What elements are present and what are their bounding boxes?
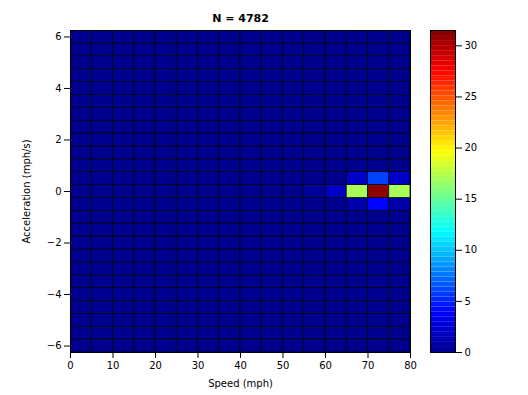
svg-text:−2: −2	[47, 237, 62, 248]
svg-text:4: 4	[55, 83, 61, 94]
svg-text:6: 6	[55, 31, 61, 42]
svg-text:60: 60	[319, 360, 332, 371]
svg-text:0: 0	[55, 186, 61, 197]
svg-text:0: 0	[465, 347, 471, 358]
svg-text:30: 30	[192, 360, 205, 371]
svg-text:15: 15	[465, 193, 478, 204]
svg-text:20: 20	[465, 142, 478, 153]
svg-text:N = 4782: N = 4782	[212, 12, 269, 25]
svg-text:20: 20	[149, 360, 162, 371]
svg-text:−6: −6	[47, 340, 62, 351]
svg-text:10: 10	[107, 360, 120, 371]
svg-text:80: 80	[404, 360, 417, 371]
svg-text:70: 70	[362, 360, 375, 371]
svg-text:5: 5	[465, 296, 471, 307]
svg-text:Acceleration (mph/s): Acceleration (mph/s)	[21, 139, 32, 243]
svg-text:0: 0	[67, 360, 73, 371]
svg-text:Speed (mph): Speed (mph)	[208, 378, 273, 389]
svg-text:40: 40	[234, 360, 247, 371]
svg-text:30: 30	[465, 40, 478, 51]
svg-text:25: 25	[465, 91, 478, 102]
svg-text:−4: −4	[47, 289, 62, 300]
svg-text:50: 50	[277, 360, 290, 371]
svg-text:2: 2	[55, 134, 61, 145]
svg-text:10: 10	[465, 244, 478, 255]
